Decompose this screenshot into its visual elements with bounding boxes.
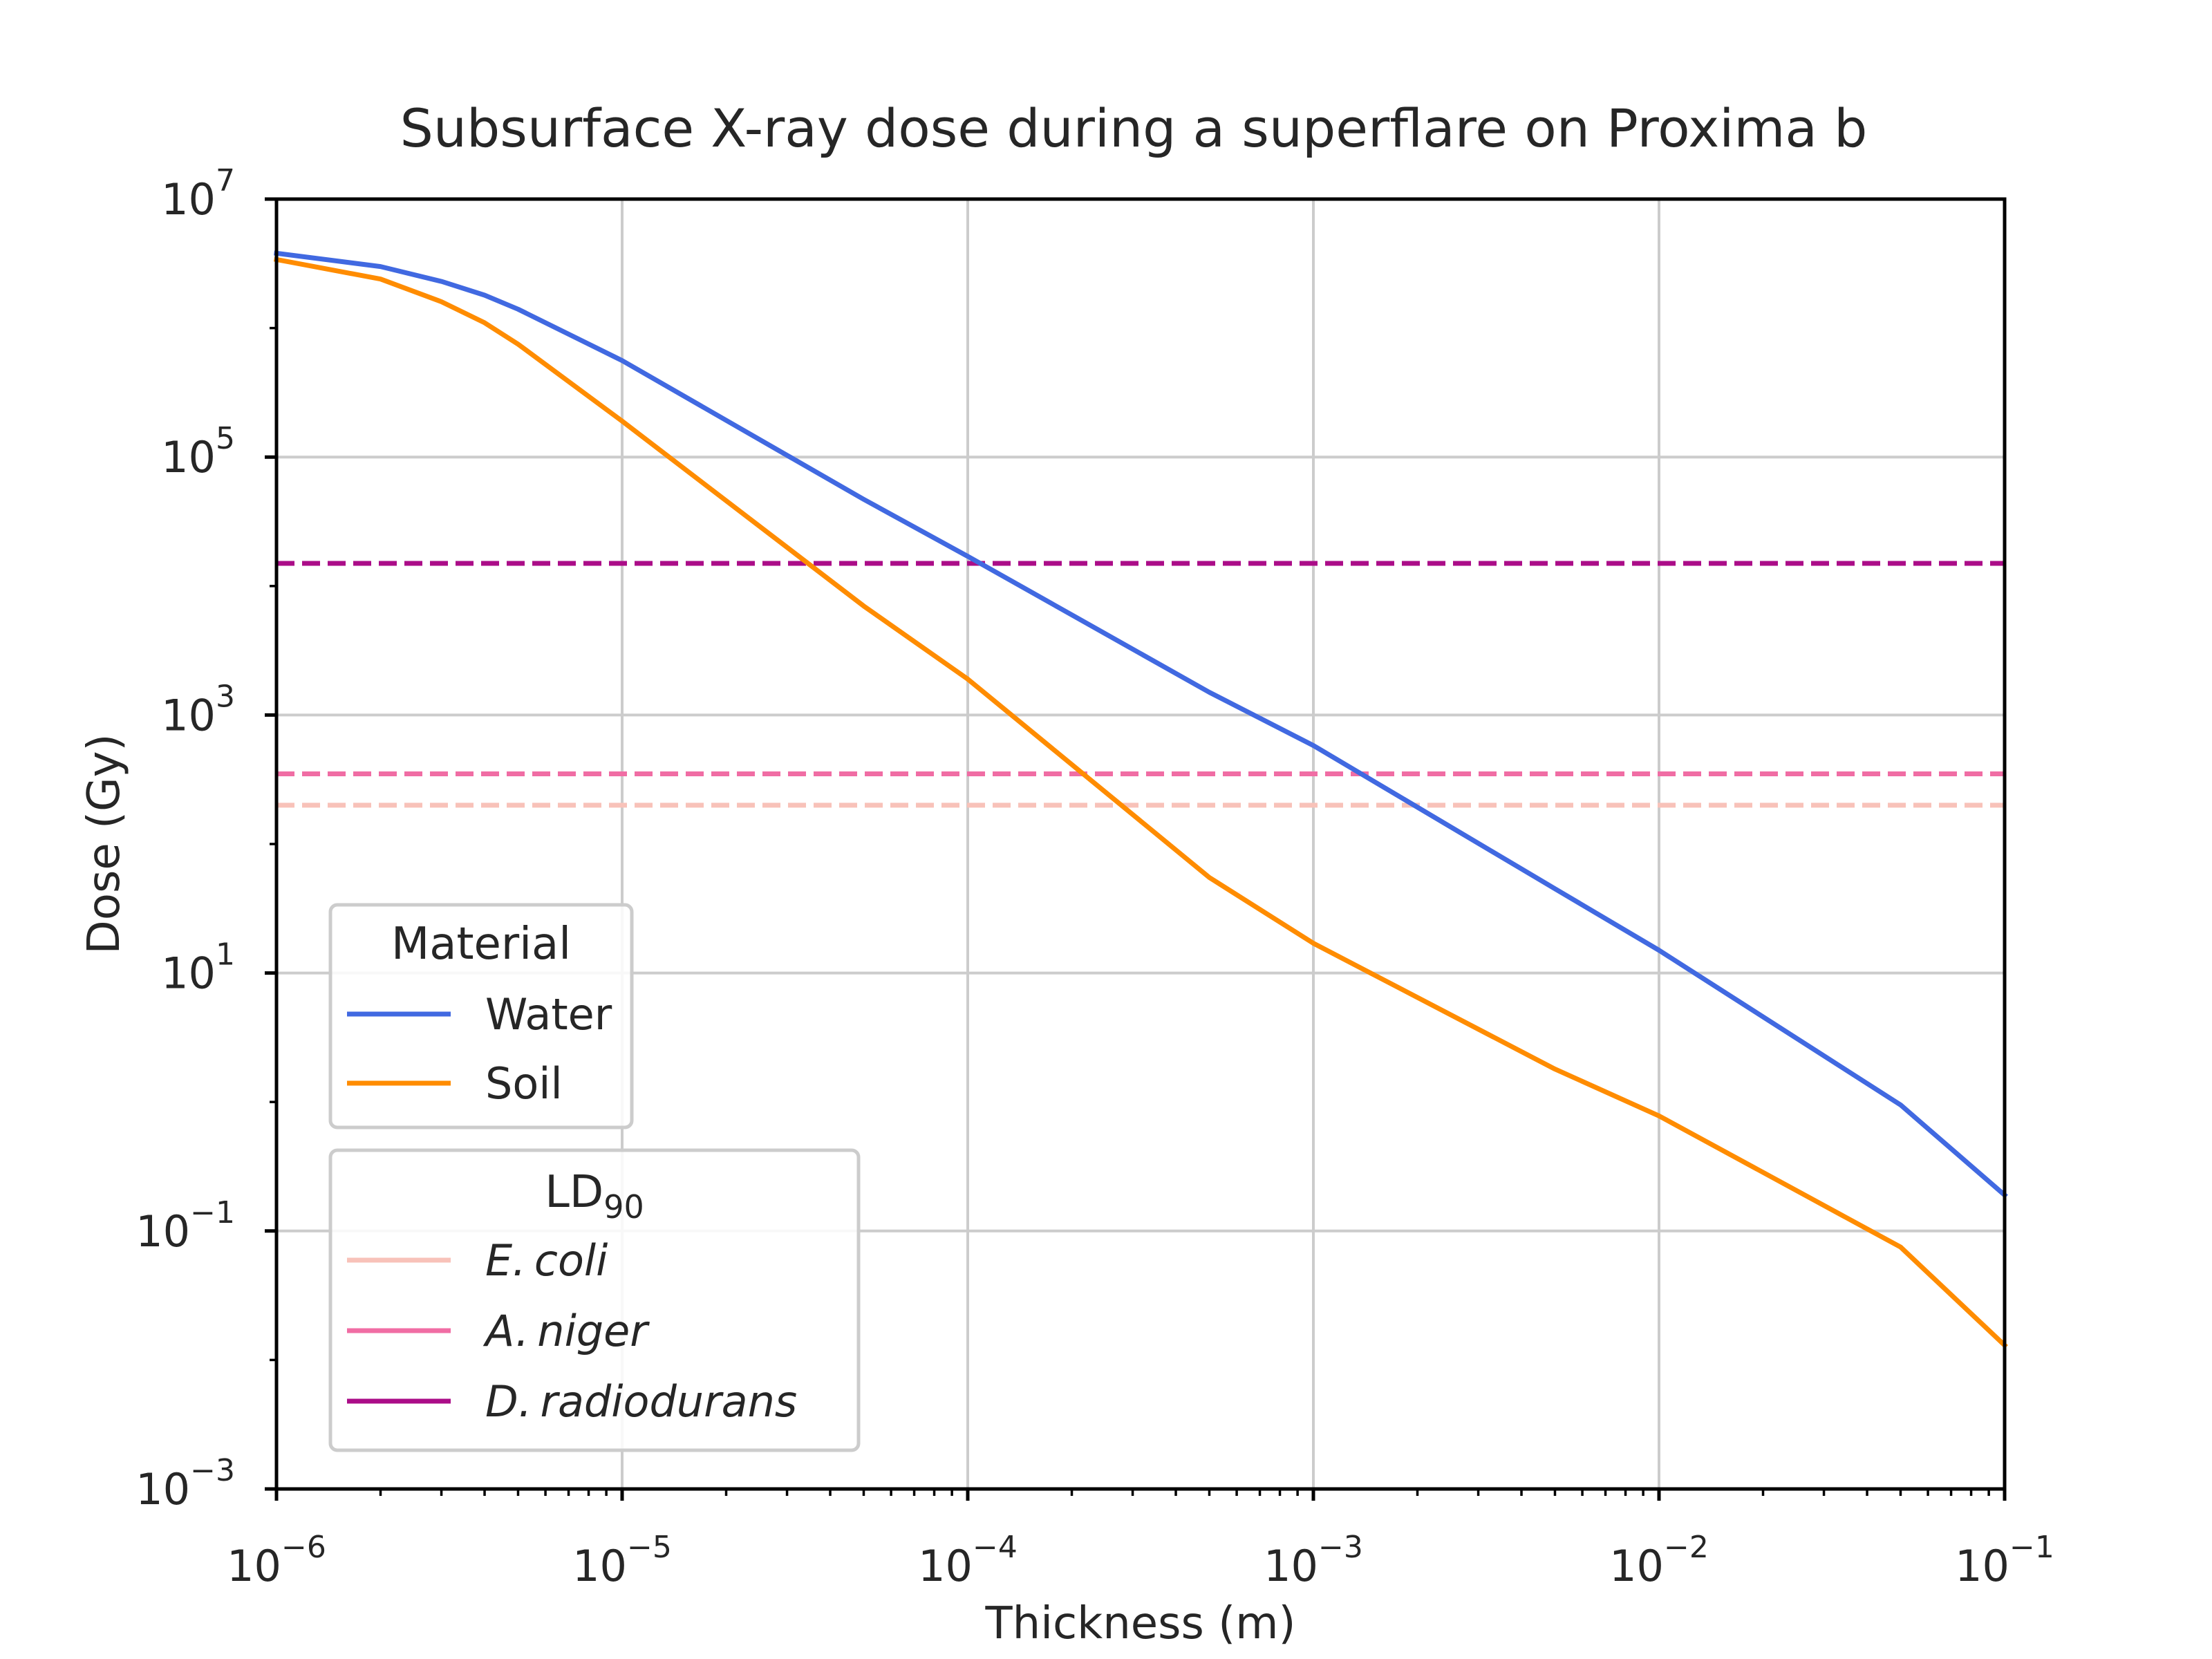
legend-ld90-frame <box>328 1148 861 1452</box>
x-tick-label: 10−3 <box>1264 1530 1363 1591</box>
legend-ld90: LD90 E. coli A. niger D. radiodurans <box>328 1148 861 1452</box>
y-axis-label: Dose (Gy) <box>79 734 130 955</box>
legend-aniger-label: A. niger <box>482 1306 650 1356</box>
y-tick-label: 101 <box>161 937 235 999</box>
x-axis-label: Thickness (m) <box>985 1598 1296 1649</box>
y-tick-label: 105 <box>161 421 235 482</box>
legend-ld90-title: LD90 <box>545 1167 644 1226</box>
x-tick-label: 10−6 <box>227 1530 326 1591</box>
legend-ecoli-label: E. coli <box>485 1235 608 1286</box>
axis-ticks <box>265 197 2007 1501</box>
y-tick-label: 107 <box>161 163 235 225</box>
legend-dradiodurans-label: D. radiodurans <box>485 1376 797 1427</box>
axis-tick-labels: 10−6 10−5 10−4 10−3 10−2 10−1 10−3 10−1 101 103 10… <box>135 163 2054 1591</box>
x-tick-label: 10−2 <box>1609 1530 1709 1591</box>
legend-water-label: Water <box>485 989 612 1040</box>
y-tick-label: 103 <box>161 679 235 740</box>
legend-soil-label: Soil <box>485 1058 563 1109</box>
legend-material-frame <box>328 903 634 1130</box>
data-series <box>273 250 2008 1349</box>
x-tick-label: 10−4 <box>918 1530 1018 1591</box>
series-soil-line <box>273 256 2008 1349</box>
threshold-lines <box>276 561 2005 808</box>
legend-material-title: Material <box>391 919 571 970</box>
y-tick-label: 10−3 <box>135 1453 235 1515</box>
chart-title: Subsurface X-ray dose during a superflar… <box>400 97 1868 159</box>
legend-material: Material Water Soil <box>328 903 634 1130</box>
y-tick-label: 10−1 <box>135 1195 235 1257</box>
x-tick-label: 10−5 <box>572 1530 672 1591</box>
series-water-line <box>274 250 2008 1199</box>
x-tick-label: 10−1 <box>1955 1530 2054 1591</box>
